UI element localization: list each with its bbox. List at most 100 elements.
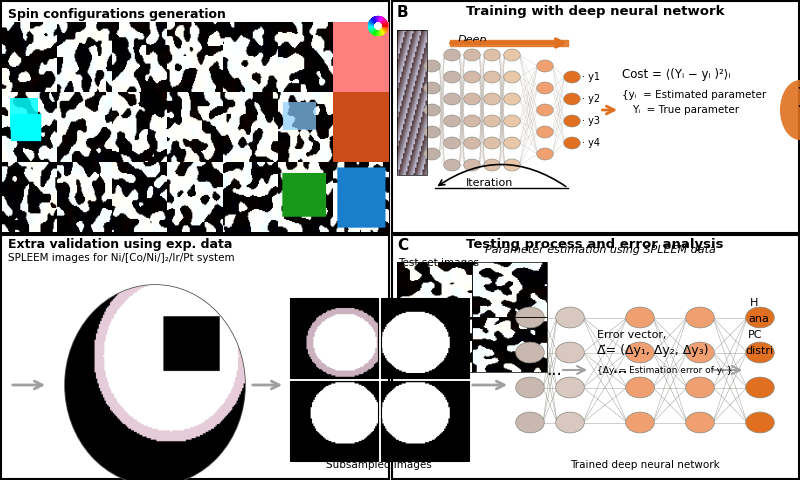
Text: ...: ... bbox=[546, 361, 562, 379]
Ellipse shape bbox=[464, 49, 480, 61]
FancyArrowPatch shape bbox=[602, 106, 614, 114]
Ellipse shape bbox=[686, 307, 714, 328]
Ellipse shape bbox=[484, 93, 500, 105]
Text: Parameter estimation using SPLEEM data: Parameter estimation using SPLEEM data bbox=[485, 245, 715, 255]
Ellipse shape bbox=[564, 93, 580, 105]
Ellipse shape bbox=[504, 137, 520, 149]
Ellipse shape bbox=[504, 159, 520, 171]
Bar bbox=[397, 30, 427, 175]
Text: Subsampled images: Subsampled images bbox=[326, 460, 432, 470]
Text: Testing process and error analysis: Testing process and error analysis bbox=[466, 238, 724, 251]
Ellipse shape bbox=[516, 412, 544, 433]
Text: SPLEEM images for Ni/[Co/Ni/]₂/Ir/Pt system: SPLEEM images for Ni/[Co/Ni/]₂/Ir/Pt sys… bbox=[8, 253, 234, 263]
Ellipse shape bbox=[444, 93, 460, 105]
Circle shape bbox=[373, 21, 383, 31]
Text: · y1: · y1 bbox=[582, 72, 599, 82]
Ellipse shape bbox=[537, 104, 554, 116]
Ellipse shape bbox=[464, 71, 480, 83]
Text: ana: ana bbox=[748, 314, 769, 324]
Ellipse shape bbox=[626, 377, 654, 398]
Ellipse shape bbox=[424, 60, 440, 72]
Bar bbox=[397, 317, 472, 372]
Ellipse shape bbox=[484, 115, 500, 127]
Ellipse shape bbox=[626, 412, 654, 433]
Bar bbox=[381, 298, 469, 378]
FancyArrowPatch shape bbox=[450, 39, 563, 47]
Ellipse shape bbox=[537, 82, 554, 94]
Bar bbox=[282, 102, 316, 130]
Text: {yᵢ  = Estimated parameter: {yᵢ = Estimated parameter bbox=[622, 90, 766, 100]
Bar bbox=[392, 235, 799, 479]
Ellipse shape bbox=[686, 412, 714, 433]
Bar bbox=[10, 98, 38, 130]
Text: Training with deep neural network: Training with deep neural network bbox=[466, 5, 724, 18]
Bar bbox=[290, 298, 378, 378]
Ellipse shape bbox=[516, 342, 544, 363]
Ellipse shape bbox=[516, 377, 544, 398]
Text: Deep: Deep bbox=[458, 35, 487, 45]
Ellipse shape bbox=[537, 148, 554, 160]
Text: Error vector,: Error vector, bbox=[597, 330, 666, 340]
FancyArrowPatch shape bbox=[13, 381, 42, 389]
Ellipse shape bbox=[444, 115, 460, 127]
Ellipse shape bbox=[424, 104, 440, 116]
Text: Test set images: Test set images bbox=[398, 258, 479, 268]
Text: · y2: · y2 bbox=[582, 94, 600, 104]
Ellipse shape bbox=[424, 126, 440, 138]
Ellipse shape bbox=[464, 159, 480, 171]
FancyArrowPatch shape bbox=[713, 366, 740, 374]
FancyArrowPatch shape bbox=[439, 165, 566, 186]
Ellipse shape bbox=[626, 342, 654, 363]
Bar bbox=[1, 1, 389, 233]
Bar bbox=[397, 262, 472, 317]
Ellipse shape bbox=[484, 49, 500, 61]
Ellipse shape bbox=[464, 137, 480, 149]
Ellipse shape bbox=[686, 377, 714, 398]
Text: Cost = ⟨(Yᵢ − yᵢ )²⟩ᵢ: Cost = ⟨(Yᵢ − yᵢ )²⟩ᵢ bbox=[622, 68, 730, 81]
Ellipse shape bbox=[504, 93, 520, 105]
Text: Δ⃗= (Δy₁, Δy₂, Δy₃): Δ⃗= (Δy₁, Δy₂, Δy₃) bbox=[597, 344, 709, 357]
Text: Extra validation using exp. data: Extra validation using exp. data bbox=[8, 238, 232, 251]
Text: Iteration: Iteration bbox=[466, 178, 514, 188]
Ellipse shape bbox=[556, 377, 584, 398]
Ellipse shape bbox=[516, 307, 544, 328]
Bar bbox=[290, 381, 378, 461]
Ellipse shape bbox=[444, 71, 460, 83]
Ellipse shape bbox=[746, 342, 774, 363]
Text: ...: ... bbox=[612, 359, 628, 377]
Ellipse shape bbox=[464, 93, 480, 105]
Text: Yᵢ  = True parameter: Yᵢ = True parameter bbox=[632, 105, 739, 115]
Ellipse shape bbox=[424, 148, 440, 160]
Text: B: B bbox=[397, 5, 409, 20]
Ellipse shape bbox=[424, 82, 440, 94]
Text: Spin configurations generation: Spin configurations generation bbox=[8, 8, 226, 21]
Bar bbox=[381, 381, 469, 461]
Bar bbox=[1, 235, 389, 479]
Text: · y3: · y3 bbox=[582, 116, 599, 126]
FancyArrowPatch shape bbox=[253, 381, 279, 389]
Ellipse shape bbox=[504, 115, 520, 127]
Bar bbox=[472, 262, 547, 317]
Ellipse shape bbox=[556, 307, 584, 328]
Ellipse shape bbox=[444, 159, 460, 171]
Ellipse shape bbox=[556, 412, 584, 433]
Text: }: } bbox=[795, 87, 800, 107]
Ellipse shape bbox=[746, 412, 774, 433]
Ellipse shape bbox=[464, 115, 480, 127]
Ellipse shape bbox=[564, 137, 580, 149]
Bar bbox=[392, 1, 799, 233]
Ellipse shape bbox=[780, 80, 800, 140]
Ellipse shape bbox=[484, 137, 500, 149]
Ellipse shape bbox=[484, 71, 500, 83]
FancyArrowPatch shape bbox=[562, 366, 585, 374]
Text: {Δyᵢ = Estimation error of yᵢ }: {Δyᵢ = Estimation error of yᵢ } bbox=[597, 366, 732, 375]
Ellipse shape bbox=[556, 342, 584, 363]
Ellipse shape bbox=[564, 71, 580, 83]
Text: H: H bbox=[750, 298, 758, 308]
Ellipse shape bbox=[537, 60, 554, 72]
FancyArrowPatch shape bbox=[473, 381, 504, 389]
Ellipse shape bbox=[504, 71, 520, 83]
Ellipse shape bbox=[686, 342, 714, 363]
Text: · y4: · y4 bbox=[582, 138, 599, 148]
Ellipse shape bbox=[504, 49, 520, 61]
